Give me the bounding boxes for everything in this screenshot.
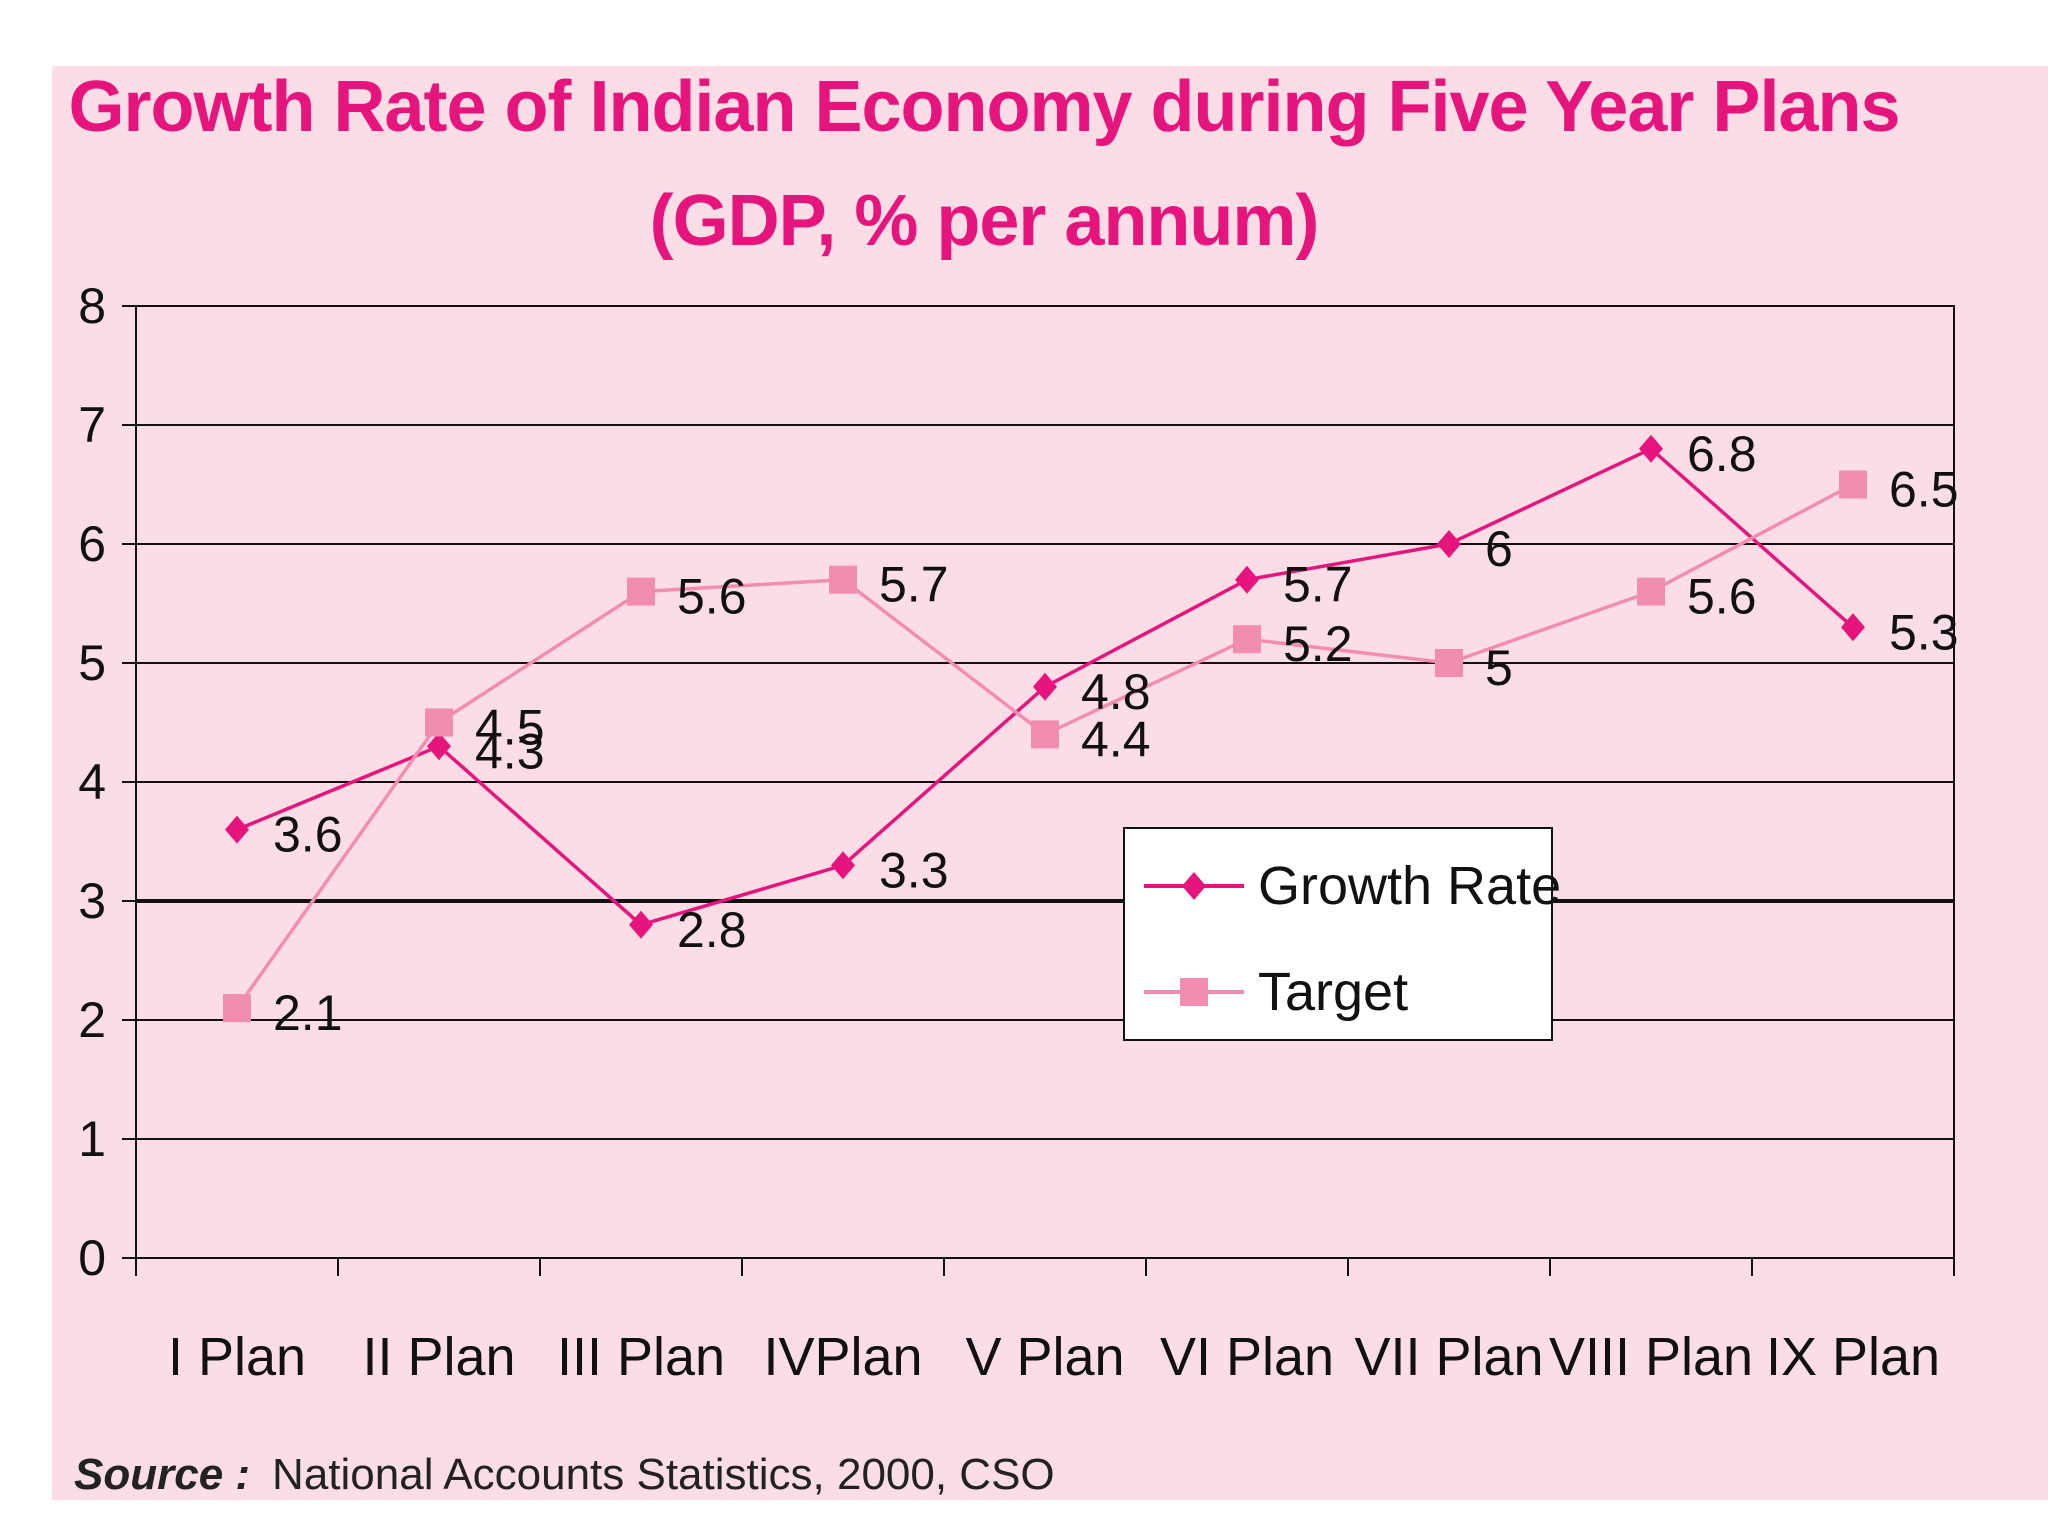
target-data-label: 4.5	[475, 700, 545, 756]
target-data-label: 5.7	[879, 557, 949, 613]
x-tick-label: VII Plan	[1354, 1327, 1543, 1387]
source-label: Source :	[74, 1450, 251, 1499]
growth-rate-data-label: 2.8	[677, 902, 747, 958]
y-tick-label: 1	[78, 1111, 106, 1167]
x-tick-label: IX Plan	[1766, 1327, 1940, 1387]
growth-rate-point	[427, 732, 451, 761]
target-point	[1435, 649, 1463, 677]
y-tick-label: 6	[78, 516, 106, 572]
chart-subtitle: (GDP, % per annum)	[649, 181, 1320, 261]
x-tick-label: VI Plan	[1160, 1327, 1334, 1387]
legend-label: Target	[1258, 962, 1408, 1022]
target-data-label: 6.5	[1889, 462, 1959, 518]
growth-rate-data-label: 3.6	[273, 807, 343, 863]
growth-rate-data-label: 5.3	[1889, 604, 1959, 660]
target-data-label: 5.6	[1687, 569, 1757, 625]
y-tick-label: 3	[78, 873, 106, 929]
y-tick-label: 5	[78, 635, 106, 691]
x-tick-label: III Plan	[557, 1327, 725, 1387]
growth-rate-point	[225, 815, 249, 844]
target-point	[1839, 470, 1867, 499]
y-tick-label: 2	[78, 992, 106, 1048]
growth-rate-data-label: 4.8	[1081, 664, 1151, 720]
y-tick-label: 7	[78, 397, 106, 453]
target-point	[829, 565, 857, 594]
target-point	[627, 577, 655, 606]
x-tick-label: V Plan	[965, 1327, 1124, 1387]
target-point	[425, 708, 453, 737]
growth-rate-point	[1437, 530, 1461, 558]
growth-rate-data-label: 6.8	[1687, 426, 1757, 482]
target-data-label: 4.4	[1081, 711, 1151, 767]
growth-rate-point	[1639, 434, 1663, 463]
growth-rate-point	[629, 910, 653, 939]
target-data-label: 5.2	[1283, 616, 1353, 672]
growth-rate-data-label: 4.3	[475, 723, 545, 779]
source-text: National Accounts Statistics, 2000, CSO	[272, 1450, 1055, 1499]
x-tick-label: VIII Plan	[1549, 1327, 1753, 1387]
growth-rate-point	[1841, 613, 1865, 642]
target-data-label: 5.6	[677, 569, 747, 625]
legend-label: Growth Rate	[1258, 856, 1561, 916]
chart-title: Growth Rate of Indian Economy during Fiv…	[68, 67, 1900, 147]
x-tick-label: I Plan	[168, 1327, 306, 1387]
target-data-label: 5	[1485, 640, 1513, 696]
growth-rate-point	[831, 851, 855, 880]
target-data-label: 2.1	[273, 985, 343, 1041]
x-tick-label: IVPlan	[763, 1327, 922, 1387]
growth-rate-data-label: 5.7	[1283, 557, 1353, 613]
target-point	[1031, 720, 1059, 749]
growth-rate-point	[1235, 565, 1259, 594]
y-tick-label: 8	[78, 278, 106, 334]
x-tick-label: II Plan	[362, 1327, 515, 1387]
y-tick-label: 4	[78, 754, 106, 810]
target-point	[223, 994, 251, 1023]
growth-rate-data-label: 3.3	[879, 842, 949, 898]
target-point	[1233, 625, 1261, 654]
legend-marker-diamond	[1182, 872, 1206, 900]
source-note: Source : National Accounts Statistics, 20…	[74, 1450, 1055, 1500]
y-tick-label: 0	[78, 1230, 106, 1286]
growth-rate-point	[1033, 672, 1057, 701]
target-point	[1637, 577, 1665, 606]
growth-rate-data-label: 6	[1485, 521, 1513, 577]
legend-marker-square	[1180, 978, 1208, 1006]
